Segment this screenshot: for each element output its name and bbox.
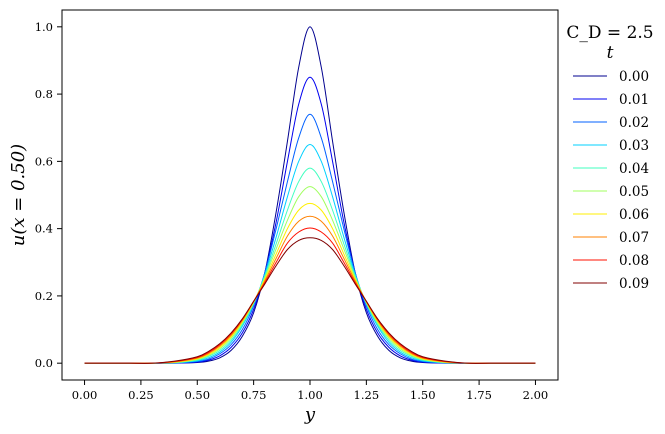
y-axis: 0.0 0.2 0.4 0.6 0.8 1.0 [35, 20, 62, 370]
series-line-1 [84, 76, 536, 364]
x-tick-label: 0.50 [184, 388, 210, 402]
plot-frame [61, 9, 559, 381]
legend-label: 0.05 [619, 184, 649, 200]
x-axis-title: y [304, 404, 316, 425]
series-line-6 [84, 202, 536, 364]
series-line-3 [84, 144, 536, 364]
legend-label: 0.04 [619, 161, 649, 177]
y-tick-label: 0.8 [35, 87, 53, 101]
series-line-9 [84, 237, 536, 364]
x-tick-label: 1.75 [466, 388, 492, 402]
legend-label: 0.00 [619, 69, 649, 85]
y-tick-label: 1.0 [35, 20, 53, 34]
legend-label: 0.07 [619, 230, 649, 246]
legend-items: 0.00 0.01 0.02 0.03 0.04 0.05 0.06 0.07 0.08 0.09 [573, 69, 649, 292]
legend-label: 0.02 [619, 115, 649, 131]
series-line-8 [84, 227, 536, 364]
x-tick-label: 1.00 [297, 388, 323, 402]
legend-header: C_D = 2.5 [566, 23, 653, 43]
legend: C_D = 2.5 t 0.00 0.01 0.02 0.03 0.04 0.05 0.06… [566, 23, 653, 292]
x-tick-label: 2.00 [523, 388, 549, 402]
legend-title: t [607, 43, 614, 63]
legend-label: 0.01 [619, 92, 649, 108]
series-line-7 [84, 215, 536, 364]
series-layer [84, 26, 536, 364]
y-tick-label: 0.4 [35, 222, 53, 236]
x-axis: 0.00 0.25 0.50 0.75 1.00 1.25 1.50 1.75 2.00 [72, 380, 549, 402]
y-axis-title: u(x = 0.50) [8, 144, 29, 246]
legend-label: 0.06 [619, 207, 649, 223]
y-tick-label: 0.6 [35, 154, 53, 168]
series-line-2 [84, 113, 536, 364]
x-tick-label: 1.25 [354, 388, 380, 402]
y-tick-label: 0.2 [35, 289, 53, 303]
x-tick-label: 0.25 [128, 388, 154, 402]
legend-label: 0.09 [619, 276, 649, 292]
legend-label: 0.03 [619, 138, 649, 154]
x-tick-label: 0.75 [241, 388, 267, 402]
series-line-4 [84, 167, 536, 364]
legend-label: 0.08 [619, 253, 649, 269]
series-line-5 [84, 186, 536, 364]
x-tick-label: 0.00 [72, 388, 98, 402]
x-tick-label: 1.50 [410, 388, 436, 402]
y-tick-label: 0.0 [35, 356, 53, 370]
